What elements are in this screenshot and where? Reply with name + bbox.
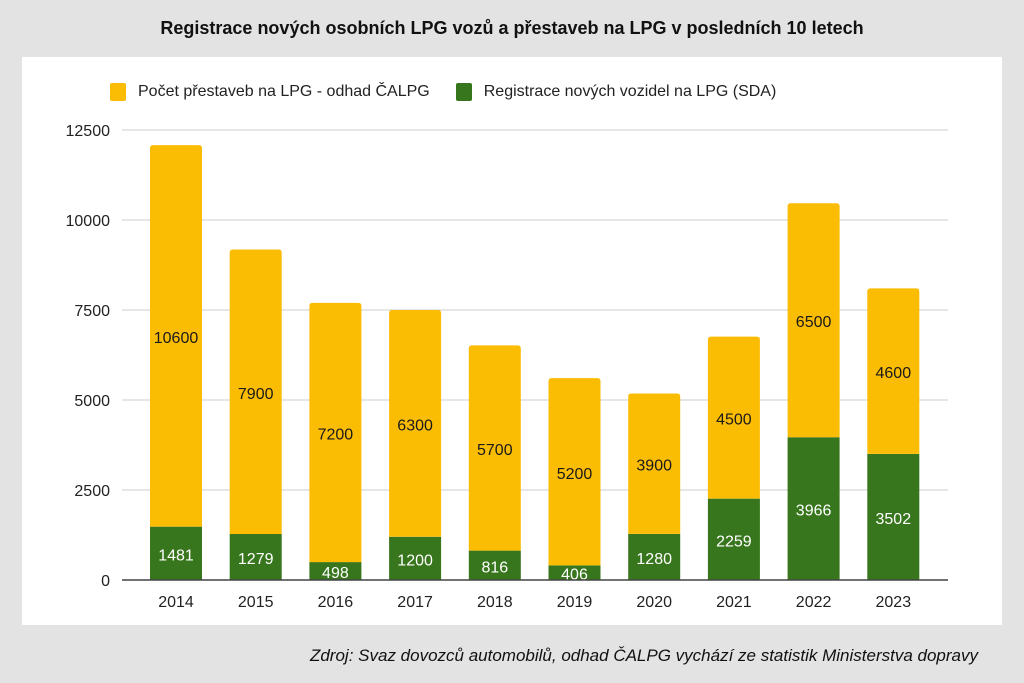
- data-label-registrations: 1280: [636, 551, 672, 568]
- source-note: Zdroj: Svaz dovozců automobilů, odhad ČA…: [309, 646, 978, 665]
- bar-segment-registrations: [628, 533, 681, 580]
- bar-segment-registrations: [787, 437, 840, 580]
- x-tick-label: 2019: [557, 594, 593, 611]
- legend-label-registrations: Registrace nových vozidel na LPG (SDA): [483, 83, 777, 100]
- data-label-conversions: 6300: [397, 417, 433, 434]
- bar-segment-registrations: [707, 498, 760, 580]
- data-label-conversions: 5200: [557, 466, 593, 483]
- y-axis: 0 2500 5000 7500 10000 12500: [66, 123, 111, 590]
- bar-segment-conversions: [309, 302, 362, 563]
- bar-segment-conversions: [150, 145, 202, 527]
- data-label-conversions: 10600: [154, 330, 199, 347]
- bars: 1481 10600 1279 7900 498 7200 1200 6300 816 5700 4…: [150, 145, 920, 584]
- y-tick-label: 5000: [74, 393, 110, 410]
- bar-segment-conversions: [229, 249, 282, 534]
- data-label-conversions: 6500: [796, 314, 832, 331]
- legend-swatch-registrations: [455, 83, 472, 101]
- bar-segment-conversions: [707, 336, 760, 499]
- x-tick-label: 2022: [796, 594, 832, 611]
- bar-segment-conversions: [468, 345, 521, 551]
- bar-segment-conversions: [548, 378, 601, 566]
- data-label-registrations: 406: [561, 567, 588, 584]
- data-label-registrations: 2259: [716, 533, 752, 550]
- data-label-conversions: 4600: [876, 365, 912, 382]
- y-tick-label: 0: [101, 573, 110, 590]
- data-label-registrations: 498: [322, 565, 349, 582]
- data-label-registrations: 816: [481, 559, 508, 576]
- data-label-conversions: 5700: [477, 442, 513, 459]
- x-tick-label: 2023: [876, 594, 912, 611]
- bar-segment-registrations: [548, 565, 601, 580]
- x-axis: 2014 2015 2016 2017 2018 2019 2020 2021 2022 2023: [122, 579, 948, 611]
- y-tick-label: 2500: [74, 483, 110, 500]
- data-label-conversions: 7200: [318, 426, 354, 443]
- legend: Počet přestaveb na LPG - odhad ČALPG Reg…: [110, 83, 802, 101]
- bar-segment-registrations: [309, 562, 362, 580]
- bar-segment-conversions: [389, 310, 442, 537]
- bar-segment-registrations: [150, 526, 202, 580]
- bar-segment-registrations: [867, 453, 920, 580]
- x-tick-label: 2015: [238, 594, 274, 611]
- data-label-conversions: 3900: [636, 458, 672, 475]
- bar-segment-registrations: [229, 533, 282, 580]
- data-label-registrations: 1200: [397, 552, 433, 569]
- x-tick-label: 2014: [158, 594, 194, 611]
- bar-segment-conversions: [787, 203, 840, 438]
- data-label-registrations: 3502: [876, 511, 912, 528]
- y-tick-label: 7500: [74, 303, 110, 320]
- bar-segment-registrations: [468, 550, 521, 580]
- x-tick-label: 2021: [716, 594, 752, 611]
- y-tick-label: 12500: [66, 123, 111, 140]
- data-label-conversions: 4500: [716, 412, 752, 429]
- bar-segment-conversions: [867, 288, 920, 454]
- bar-segment-registrations: [389, 536, 442, 580]
- legend-swatch-conversions: [110, 83, 126, 101]
- data-label-registrations: 1481: [158, 547, 194, 564]
- chart-title: Registrace nových osobních LPG vozů a př…: [160, 18, 864, 38]
- data-label-conversions: 7900: [238, 386, 274, 403]
- x-tick-label: 2017: [397, 594, 433, 611]
- x-tick-label: 2020: [636, 594, 672, 611]
- x-tick-label: 2018: [477, 594, 513, 611]
- y-tick-label: 10000: [66, 213, 111, 230]
- data-label-registrations: 1279: [238, 551, 274, 568]
- bar-segment-conversions: [628, 393, 681, 534]
- legend-label-conversions: Počet přestaveb na LPG - odhad ČALPG: [138, 83, 430, 100]
- legend-item-conversions: Počet přestaveb na LPG - odhad ČALPG: [110, 83, 430, 101]
- legend-item-registrations: Registrace nových vozidel na LPG (SDA): [455, 83, 777, 101]
- data-label-registrations: 3966: [796, 503, 832, 520]
- x-tick-label: 2016: [318, 594, 354, 611]
